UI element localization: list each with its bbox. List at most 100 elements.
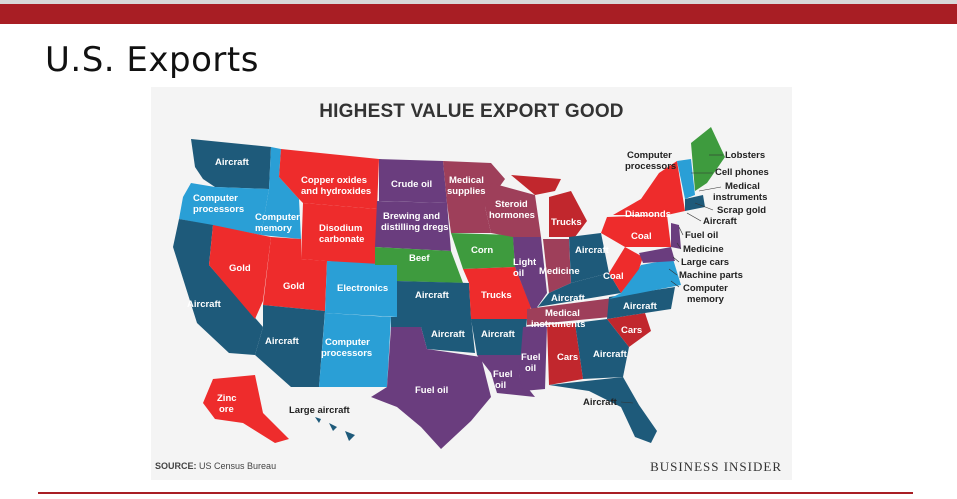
state-hi bbox=[315, 417, 355, 441]
state-ne bbox=[375, 247, 463, 283]
label-mo: Trucks bbox=[481, 290, 512, 301]
label-pa: Coal bbox=[631, 231, 652, 242]
source-label: SOURCE: bbox=[155, 461, 197, 471]
state-va bbox=[609, 259, 681, 299]
label-nd: Crude oil bbox=[391, 179, 432, 190]
label-az: Aircraft bbox=[265, 336, 300, 347]
state-ms bbox=[519, 325, 547, 391]
top-banner bbox=[0, 0, 957, 24]
label-ut: Gold bbox=[283, 281, 305, 292]
state-ak bbox=[203, 375, 289, 443]
leader-de bbox=[672, 256, 680, 263]
label-co: Electronics bbox=[337, 283, 388, 294]
bottom-rule bbox=[38, 492, 913, 494]
state-wy bbox=[301, 203, 377, 265]
state-mo bbox=[463, 267, 531, 319]
label-hi: Large aircraft bbox=[289, 405, 351, 416]
state-ut bbox=[263, 237, 327, 311]
state-vt bbox=[677, 159, 695, 199]
label-ia: Corn bbox=[471, 245, 493, 256]
label-nj: Medicine bbox=[683, 244, 724, 255]
leader-ct bbox=[678, 226, 684, 236]
label-fl: Aircraft bbox=[583, 397, 618, 408]
state-ar bbox=[471, 319, 527, 355]
label-ma: Medical instruments bbox=[713, 181, 767, 203]
label-al: Cars bbox=[557, 352, 578, 363]
us-map: Aircraft Computer processors Computer memo… bbox=[173, 127, 769, 449]
state-mn bbox=[443, 161, 505, 233]
label-nm: Computer processors bbox=[321, 337, 372, 359]
label-vt: Scrap gold bbox=[717, 205, 766, 216]
label-wv: Coal bbox=[603, 271, 624, 282]
label-wy: Disodium carbonate bbox=[319, 223, 364, 245]
state-wi bbox=[485, 183, 541, 237]
state-nv bbox=[209, 225, 271, 319]
leader-fl bbox=[620, 401, 634, 404]
state-tx bbox=[371, 327, 491, 449]
label-ok: Aircraft bbox=[431, 329, 466, 340]
label-nh: Cell phones bbox=[715, 167, 769, 178]
label-ny: Diamonds bbox=[625, 209, 671, 220]
state-in bbox=[543, 239, 571, 293]
label-or: Computer processors bbox=[193, 193, 244, 215]
label-va: Computer memory bbox=[683, 283, 728, 305]
state-tn bbox=[527, 297, 635, 325]
state-wa bbox=[191, 139, 271, 189]
state-ks bbox=[397, 281, 471, 317]
state-ca bbox=[173, 219, 263, 355]
label-md: Machine parts bbox=[679, 270, 743, 281]
state-ny bbox=[613, 161, 685, 215]
leader-nj bbox=[676, 242, 682, 250]
label-mt: Copper oxides and hydroxides bbox=[301, 175, 371, 197]
label-ky: Aircraft bbox=[551, 293, 586, 304]
label-ca: Aircraft bbox=[187, 299, 222, 310]
label-ri: Aircraft bbox=[703, 216, 738, 227]
label-mi: Trucks bbox=[551, 217, 582, 228]
label-ak: Zinc ore bbox=[217, 393, 237, 415]
leader-md bbox=[668, 268, 678, 276]
source-credit: SOURCE: US Census Bureau bbox=[155, 461, 276, 471]
state-nj bbox=[671, 223, 681, 249]
state-sd bbox=[375, 201, 451, 251]
state-ia bbox=[451, 233, 515, 269]
brand-logo: BUSINESS INSIDER bbox=[650, 459, 782, 474]
label-nc: Aircraft bbox=[623, 301, 658, 312]
state-az bbox=[255, 305, 325, 387]
state-me bbox=[691, 127, 725, 191]
label-sd: Brewing and distilling dregs bbox=[381, 211, 449, 233]
state-nd bbox=[379, 159, 447, 203]
source-text: US Census Bureau bbox=[199, 461, 277, 471]
label-de: Large cars bbox=[681, 257, 729, 268]
label-sc: Cars bbox=[621, 325, 642, 336]
label-me: Lobsters bbox=[725, 150, 765, 161]
state-al bbox=[547, 323, 583, 385]
label-wa: Aircraft bbox=[215, 157, 250, 168]
label-ar: Aircraft bbox=[481, 329, 516, 340]
state-ga bbox=[575, 319, 629, 379]
label-in: Medicine bbox=[539, 266, 580, 277]
label-tx: Fuel oil bbox=[415, 385, 448, 396]
state-co bbox=[325, 261, 397, 317]
label-ne-states: Computer processors bbox=[625, 150, 676, 172]
state-or bbox=[179, 183, 269, 235]
state-mt bbox=[279, 149, 379, 209]
map-heading: HIGHEST VALUE EXPORT GOOD bbox=[319, 101, 624, 122]
label-nv: Gold bbox=[229, 263, 251, 274]
leader-ma bbox=[698, 186, 722, 192]
state-ok bbox=[391, 317, 475, 353]
state-il bbox=[513, 237, 547, 313]
state-wv bbox=[609, 247, 643, 293]
slide-title: U.S. Exports bbox=[45, 40, 259, 80]
label-id: Computer memory bbox=[255, 212, 300, 234]
label-tn: Medical instruments bbox=[531, 308, 585, 330]
label-ks: Aircraft bbox=[415, 290, 450, 301]
export-map-card: Aircraft Computer processors Computer memo… bbox=[151, 87, 792, 480]
label-ne: Beef bbox=[409, 253, 430, 264]
label-ga: Aircraft bbox=[593, 349, 628, 360]
label-oh: Aircraft bbox=[575, 245, 610, 256]
leader-ri bbox=[686, 212, 702, 222]
label-wi: Steroid hormones bbox=[489, 199, 535, 221]
state-oh bbox=[569, 233, 609, 283]
state-sc bbox=[607, 313, 651, 347]
state-nm bbox=[319, 313, 391, 387]
